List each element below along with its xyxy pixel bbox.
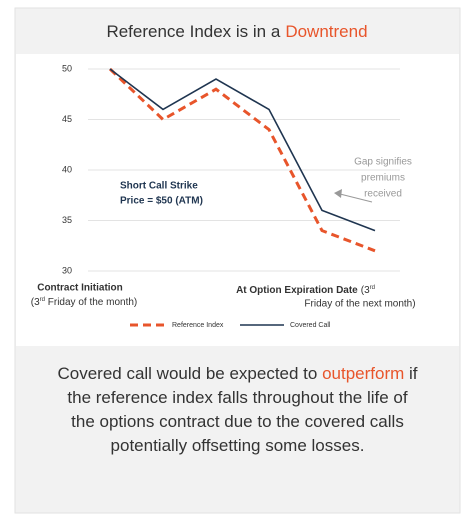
- annotation: received: [364, 189, 402, 200]
- annotation: premiums: [361, 173, 405, 184]
- body-part: if the reference index falls throughout …: [67, 364, 418, 455]
- detail-part: (3: [361, 285, 370, 296]
- annotation: Price = $50 (ATM): [120, 196, 203, 207]
- y-tick-label: 30: [62, 265, 72, 275]
- annotation: Gap signifies: [354, 157, 412, 168]
- x-label: Contract Initiation: [37, 283, 123, 294]
- title-text: Reference Index is in a: [106, 22, 280, 41]
- x-label: At Option Expiration Date (3rd: [236, 285, 375, 296]
- arrow-head: [334, 189, 342, 198]
- legend-label: Reference Index: [172, 322, 224, 329]
- y-tick-label: 45: [62, 114, 72, 124]
- title-highlight: Downtrend: [285, 22, 367, 41]
- chart-panel: [16, 54, 459, 346]
- detail-sup: rd: [40, 297, 45, 303]
- body-part: Covered call would be expected to: [57, 364, 318, 383]
- series-line: [109, 68, 376, 232]
- legend-label: Covered Call: [290, 322, 331, 329]
- body-highlight: outperform: [322, 364, 405, 383]
- detail-sup: rd: [370, 285, 375, 291]
- chart-title: Reference Index is in a Downtrend: [106, 22, 367, 41]
- annotation-arrow: [339, 193, 373, 203]
- x-label-title: At Option Expiration Date: [236, 285, 358, 296]
- x-label-detail: Friday of the next month): [304, 299, 415, 310]
- annotations: Short Call Strike Price = $50 (ATM) Gap …: [120, 157, 412, 207]
- y-tick-label: 40: [62, 164, 72, 174]
- y-tick-label: 50: [62, 63, 72, 73]
- body-text: Covered call would be expected to outper…: [55, 362, 420, 458]
- x-label-detail: (3rd Friday of the month): [31, 297, 138, 308]
- y-tick-label: 35: [62, 215, 72, 225]
- detail-part: (3: [31, 297, 40, 308]
- detail-part: Friday of the month): [45, 297, 137, 308]
- annotation: Short Call Strike: [120, 181, 198, 192]
